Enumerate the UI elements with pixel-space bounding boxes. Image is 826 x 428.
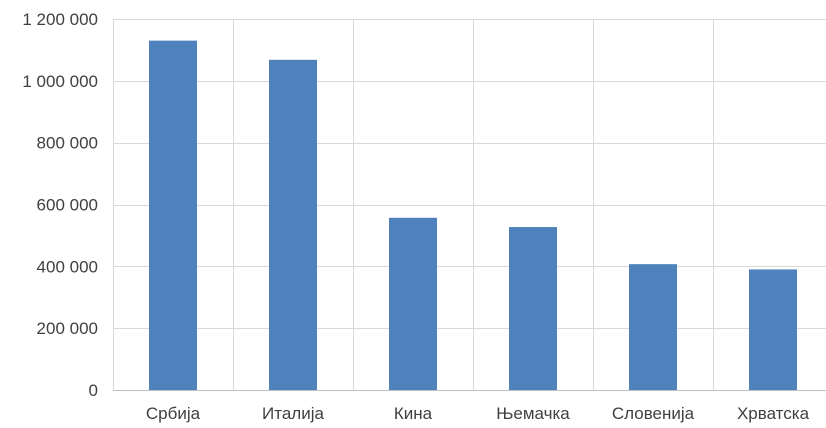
bar-4 xyxy=(509,227,557,390)
y-tick-label: 1 000 000 xyxy=(22,72,98,91)
x-tick-label: Кина xyxy=(394,404,433,423)
y-tick-label: 1 200 000 xyxy=(22,10,98,29)
x-tick-label: Словенија xyxy=(612,404,695,423)
bar-6 xyxy=(749,269,797,390)
y-tick-label: 800 000 xyxy=(37,134,98,153)
x-tick-label: Италија xyxy=(262,404,324,423)
y-tick-label: 400 000 xyxy=(37,257,98,276)
x-tick-label: Србија xyxy=(146,404,201,423)
bar-3 xyxy=(389,217,437,390)
bar-5 xyxy=(629,264,677,390)
x-tick-label: Њемачка xyxy=(496,404,570,423)
y-tick-label: 0 xyxy=(89,381,98,400)
x-tick-label: Хрватска xyxy=(737,404,810,423)
grid-layer xyxy=(113,19,826,391)
bars-layer xyxy=(149,40,797,391)
x-axis-tick-labels: Србија Италија Кина Њемачка Словенија Хрватск… xyxy=(146,404,810,423)
bar-2 xyxy=(269,59,317,391)
y-tick-label: 200 000 xyxy=(37,319,98,338)
bar-1 xyxy=(149,40,197,391)
y-tick-label: 600 000 xyxy=(37,196,98,215)
y-axis-tick-labels: 0 200 000 400 000 600 000 800 000 1 000 000 1 … xyxy=(22,10,98,400)
